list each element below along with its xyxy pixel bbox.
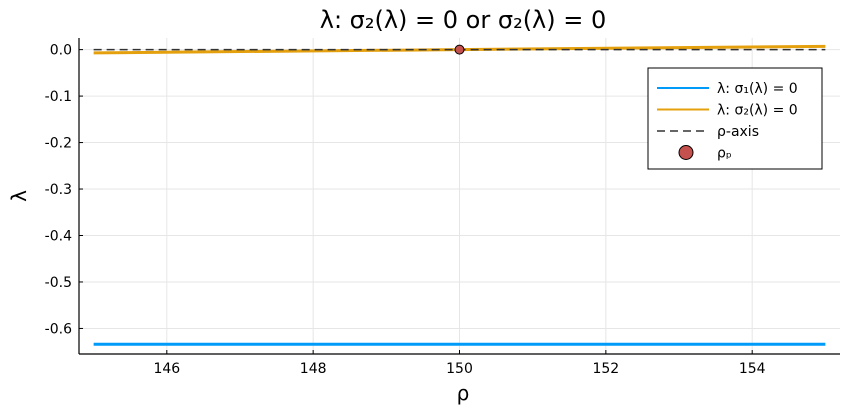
y-tick-label: -0.5 <box>45 275 72 291</box>
y-ticks: 0.0 -0.1 -0.2 -0.3 -0.4 -0.5 -0.6 <box>45 43 83 337</box>
series-layer <box>93 44 826 346</box>
y-axis-label: λ <box>7 190 31 202</box>
x-tick-label: 148 <box>300 361 327 377</box>
x-axis-label: ρ <box>457 381 470 405</box>
y-tick-label: -0.2 <box>45 136 72 152</box>
y-tick-label: -0.6 <box>45 321 72 337</box>
legend: λ: σ₁(λ) = 0 λ: σ₂(λ) = 0 ρ-axis ρₚ <box>647 67 823 170</box>
y-tick-label: -0.3 <box>45 182 72 198</box>
series-point-rho-p <box>454 44 465 55</box>
y-tick-label: -0.1 <box>45 89 72 105</box>
x-tick-label: 150 <box>446 361 473 377</box>
legend-label: ρ-axis <box>717 124 759 140</box>
legend-swatch-marker <box>678 145 694 160</box>
y-tick-label: -0.4 <box>45 229 72 245</box>
legend-box <box>647 67 823 170</box>
legend-label: ρₚ <box>717 146 732 162</box>
legend-label: λ: σ₂(λ) = 0 <box>717 103 798 119</box>
legend-label: λ: σ₁(λ) = 0 <box>717 81 798 97</box>
chart-title: λ: σ₂(λ) = 0 or σ₂(λ) = 0 <box>320 6 607 34</box>
y-tick-label: 0.0 <box>50 43 72 59</box>
x-ticks: 146 148 150 152 154 <box>153 350 766 377</box>
x-tick-label: 152 <box>592 361 619 377</box>
x-tick-label: 146 <box>153 361 180 377</box>
x-tick-label: 154 <box>739 361 766 377</box>
